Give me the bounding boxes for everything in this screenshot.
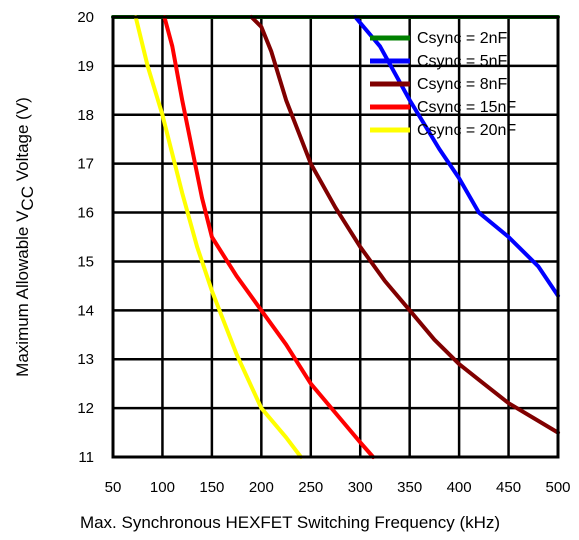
y-tick-labels: 11 12 13 14 15 16 17 18 19 20 <box>77 9 94 466</box>
x-tick-label: 350 <box>397 479 422 496</box>
y-tick-label: 17 <box>77 156 94 173</box>
series-line-csync-15nf <box>162 15 376 459</box>
series-line-csync-20nf <box>133 15 303 459</box>
y-axis-title-suffix: Voltage (V) <box>13 97 32 186</box>
x-tick-label: 450 <box>496 479 521 496</box>
series-line-csync-5nf <box>353 15 560 298</box>
y-tick-label: 16 <box>77 205 94 222</box>
legend: Csync = 2nF Csync = 5nF Csync = 8nF Csync =… <box>370 30 516 139</box>
y-tick-label: 20 <box>77 9 94 26</box>
y-axis-title-subscript: CC <box>18 186 37 211</box>
y-tick-label: 11 <box>78 449 94 466</box>
x-axis-title: Max. Synchronous HEXFET Switching Freque… <box>80 513 500 532</box>
legend-label: Csync = 20nF <box>417 122 516 139</box>
y-tick-label: 18 <box>77 107 94 124</box>
plot-frame <box>111 15 560 459</box>
y-tick-label: 19 <box>77 58 94 75</box>
x-tick-label: 500 <box>545 479 570 496</box>
x-tick-label: 400 <box>447 479 472 496</box>
x-tick-label: 100 <box>150 479 175 496</box>
y-axis-title-prefix: Maximum Allowable V <box>13 210 32 377</box>
x-tick-label: 150 <box>199 479 224 496</box>
x-tick-label: 200 <box>249 479 274 496</box>
y-tick-label: 15 <box>77 253 94 270</box>
x-tick-labels: 50 100 150 200 250 300 350 400 450 500 <box>105 479 571 496</box>
legend-label: Csync = 8nF <box>417 76 507 93</box>
legend-label: Csync = 5nF <box>417 53 507 70</box>
x-tick-label: 50 <box>105 479 122 496</box>
y-tick-label: 13 <box>77 351 94 368</box>
x-tick-label: 250 <box>298 479 323 496</box>
y-tick-label: 14 <box>77 302 94 319</box>
y-tick-label: 12 <box>77 400 94 417</box>
legend-label: Csync = 15nF <box>417 99 516 116</box>
legend-label: Csync = 2nF <box>417 30 507 47</box>
y-axis-title: Maximum Allowable VCC Voltage (V) <box>13 97 37 377</box>
series-line-csync-8nf <box>249 15 560 435</box>
x-tick-label: 300 <box>348 479 373 496</box>
